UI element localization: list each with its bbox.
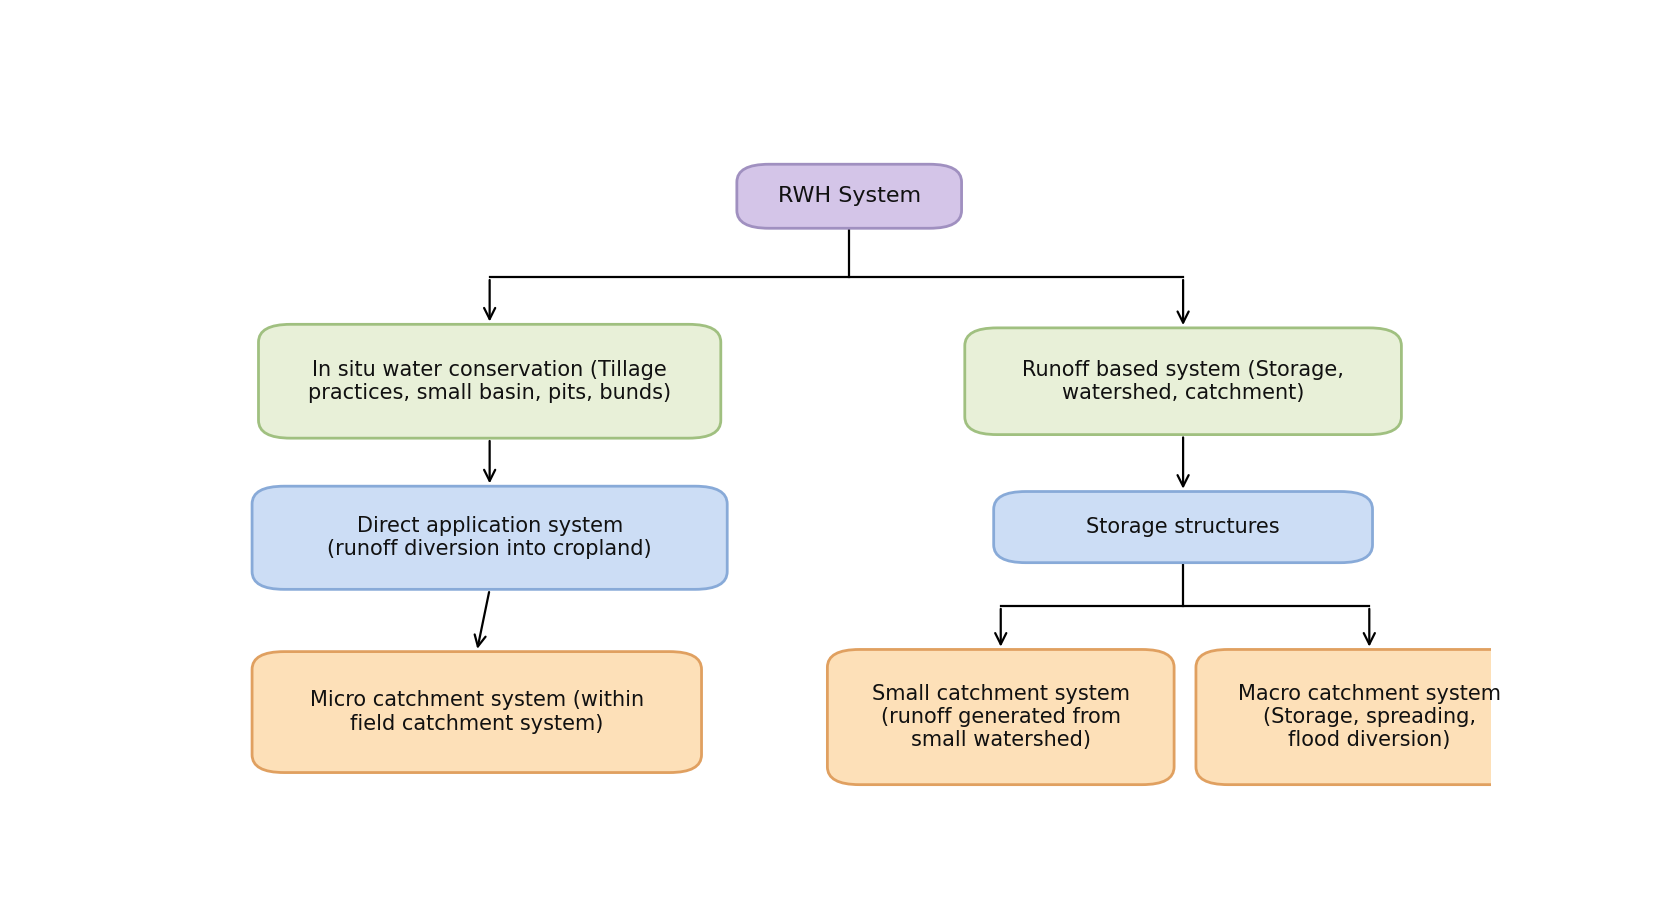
FancyBboxPatch shape bbox=[964, 328, 1402, 434]
Text: Macro catchment system
(Storage, spreading,
flood diversion): Macro catchment system (Storage, spreadi… bbox=[1238, 684, 1501, 750]
Text: Small catchment system
(runoff generated from
small watershed): Small catchment system (runoff generated… bbox=[872, 684, 1130, 750]
Text: Micro catchment system (within
field catchment system): Micro catchment system (within field cat… bbox=[310, 690, 645, 734]
FancyBboxPatch shape bbox=[252, 486, 727, 590]
FancyBboxPatch shape bbox=[258, 324, 721, 438]
FancyBboxPatch shape bbox=[994, 492, 1372, 563]
FancyBboxPatch shape bbox=[827, 650, 1175, 784]
Text: Storage structures: Storage structures bbox=[1087, 517, 1279, 537]
Text: Direct application system
(runoff diversion into cropland): Direct application system (runoff divers… bbox=[328, 517, 651, 559]
FancyBboxPatch shape bbox=[252, 651, 701, 772]
FancyBboxPatch shape bbox=[1196, 650, 1543, 784]
FancyBboxPatch shape bbox=[737, 164, 961, 228]
Text: In situ water conservation (Tillage
practices, small basin, pits, bunds): In situ water conservation (Tillage prac… bbox=[308, 359, 671, 403]
Text: RWH System: RWH System bbox=[777, 187, 921, 206]
Text: Runoff based system (Storage,
watershed, catchment): Runoff based system (Storage, watershed,… bbox=[1022, 359, 1344, 403]
